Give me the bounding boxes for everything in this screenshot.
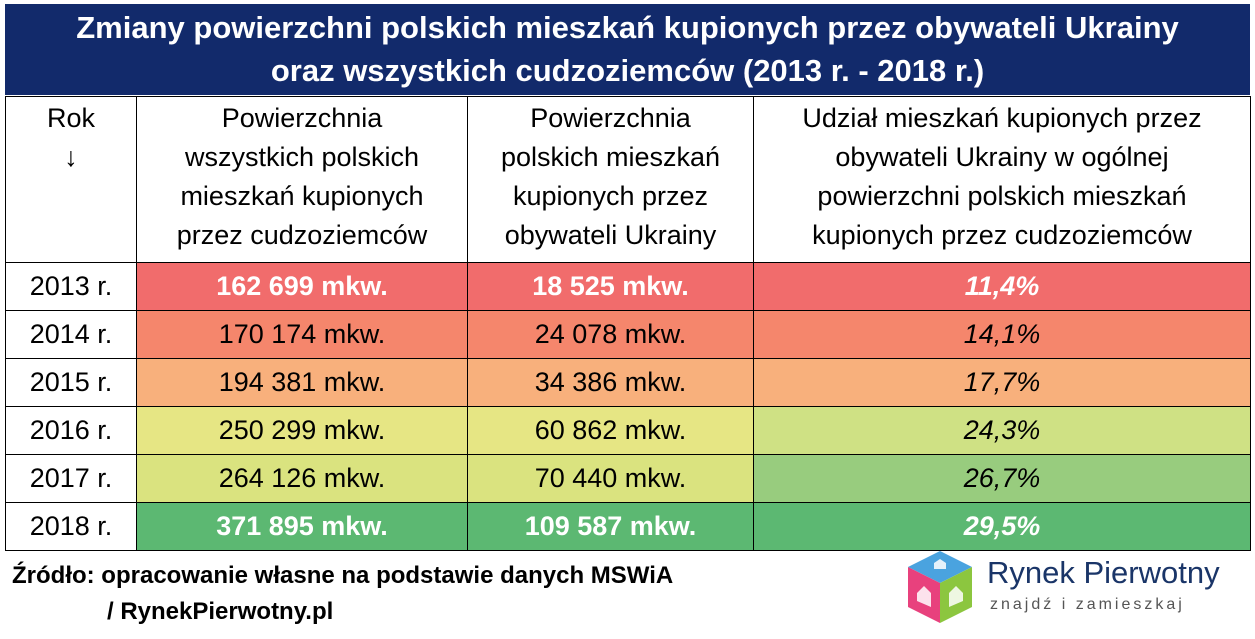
header-row: Rok ↓ Powierzchnia wszystkich polskich m… <box>5 96 1251 263</box>
cell-ukr: 70 440 mkw. <box>467 454 754 503</box>
header-col-share: Udział mieszkań kupionych przez obywatel… <box>753 96 1251 263</box>
header-col-share-line: Udział mieszkań kupionych przez <box>802 103 1202 133</box>
title-line-1: Zmiany powierzchni polskich mieszkań kup… <box>76 10 1179 45</box>
header-col-ukr-line: Powierzchnia <box>530 103 691 133</box>
cell-all: 194 381 mkw. <box>136 358 468 407</box>
table-row: 2014 r. 170 174 mkw. 24 078 mkw. 14,1% <box>5 310 1251 359</box>
cell-share: 11,4% <box>753 262 1251 311</box>
cell-ukr: 34 386 mkw. <box>467 358 754 407</box>
table-row: 2017 r. 264 126 mkw. 70 440 mkw. 26,7% <box>5 454 1251 503</box>
header-col-ukr-line: kupionych przez <box>512 181 709 211</box>
logo-tagline: znajdź i zamieszkaj <box>990 596 1185 613</box>
header-col-ukr: Powierzchnia polskich mieszkań kupionych… <box>467 96 754 263</box>
header-col-all-line: przez cudzoziemców <box>176 220 428 250</box>
cell-year: 2016 r. <box>5 406 137 455</box>
cell-all: 250 299 mkw. <box>136 406 468 455</box>
source-line-1: Źródło: opracowanie własne na podstawie … <box>12 562 674 589</box>
cell-share: 14,1% <box>753 310 1251 359</box>
cell-year: 2014 r. <box>5 310 137 359</box>
table-row: 2015 r. 194 381 mkw. 34 386 mkw. 17,7% <box>5 358 1251 407</box>
header-col-ukr-line: polskich mieszkań <box>500 142 721 172</box>
cell-ukr: 24 078 mkw. <box>467 310 754 359</box>
cell-all: 371 895 mkw. <box>136 502 468 551</box>
header-col-all-line: mieszkań kupionych <box>180 181 424 211</box>
table-row: 2018 r. 371 895 mkw. 109 587 mkw. 29,5% <box>5 502 1251 551</box>
header-col-all: Powierzchnia wszystkich polskich mieszka… <box>136 96 468 263</box>
cell-year: 2013 r. <box>5 262 137 311</box>
cell-ukr: 18 525 mkw. <box>467 262 754 311</box>
cell-all: 264 126 mkw. <box>136 454 468 503</box>
logo: Rynek Pierwotny znajdź i zamieszkaj <box>904 549 1244 627</box>
header-col-all-line: Powierzchnia <box>221 103 383 133</box>
header-col-ukr-line: obywateli Ukrainy <box>504 220 717 250</box>
arrow-down-icon: ↓ <box>64 142 78 172</box>
cell-all: 170 174 mkw. <box>136 310 468 359</box>
header-col-share-line: powierzchni polskich mieszkań <box>817 181 1187 211</box>
header-col-share-line: kupionych przez cudzoziemców <box>812 220 1192 250</box>
header-col-all-line: wszystkich polskich <box>184 142 420 172</box>
header-year: Rok ↓ <box>5 96 137 263</box>
table-row: 2013 r. 162 699 mkw. 18 525 mkw. 11,4% <box>5 262 1251 311</box>
cell-year: 2018 r. <box>5 502 137 551</box>
header-col-share-line: obywateli Ukrainy w ogólnej <box>835 142 1169 172</box>
cell-share: 24,3% <box>753 406 1251 455</box>
cell-share: 17,7% <box>753 358 1251 407</box>
source-note: Źródło: opracowanie własne na podstawie … <box>12 558 673 630</box>
source-line-2: / RynekPierwotny.pl <box>107 598 334 625</box>
cell-ukr: 60 862 mkw. <box>467 406 754 455</box>
logo-name: Rynek Pierwotny <box>987 555 1220 590</box>
header-year-label: Rok <box>46 103 95 133</box>
table-title: Zmiany powierzchni polskich mieszkań kup… <box>5 4 1250 95</box>
table-row: 2016 r. 250 299 mkw. 60 862 mkw. 24,3% <box>5 406 1251 455</box>
title-line-2: oraz wszystkich cudzoziemców (2013 r. - … <box>270 53 985 88</box>
cell-share: 29,5% <box>753 502 1251 551</box>
data-table: Rok ↓ Powierzchnia wszystkich polskich m… <box>5 96 1251 551</box>
cell-year: 2017 r. <box>5 454 137 503</box>
cell-share: 26,7% <box>753 454 1251 503</box>
cell-year: 2015 r. <box>5 358 137 407</box>
cell-ukr: 109 587 mkw. <box>467 502 754 551</box>
house-cube-icon <box>908 551 972 623</box>
cell-all: 162 699 mkw. <box>136 262 468 311</box>
